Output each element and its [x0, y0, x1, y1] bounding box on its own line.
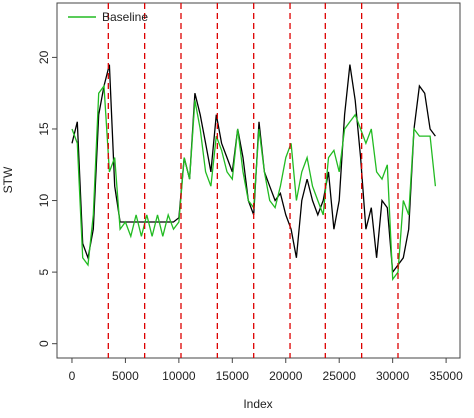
legend-label: Baseline [102, 10, 148, 24]
y-tick-label: 15 [37, 122, 51, 136]
x-tick-label: 10000 [162, 369, 196, 383]
x-tick-label: 5000 [112, 369, 139, 383]
y-tick-label: 0 [37, 340, 51, 347]
plot-frame [56, 2, 461, 359]
x-tick-label: 20000 [269, 369, 303, 383]
x-tick-label: 30000 [376, 369, 410, 383]
x-axis-label: Index [243, 397, 272, 411]
x-tick-label: 0 [69, 369, 76, 383]
y-tick-label: 10 [37, 194, 51, 208]
x-tick-label: 35000 [429, 369, 463, 383]
x-tick-label: 25000 [323, 369, 357, 383]
x-tick-label: 15000 [216, 369, 250, 383]
y-tick-label: 20 [37, 50, 51, 64]
y-tick-label: 5 [37, 268, 51, 275]
y-axis-label: STW [1, 166, 15, 193]
